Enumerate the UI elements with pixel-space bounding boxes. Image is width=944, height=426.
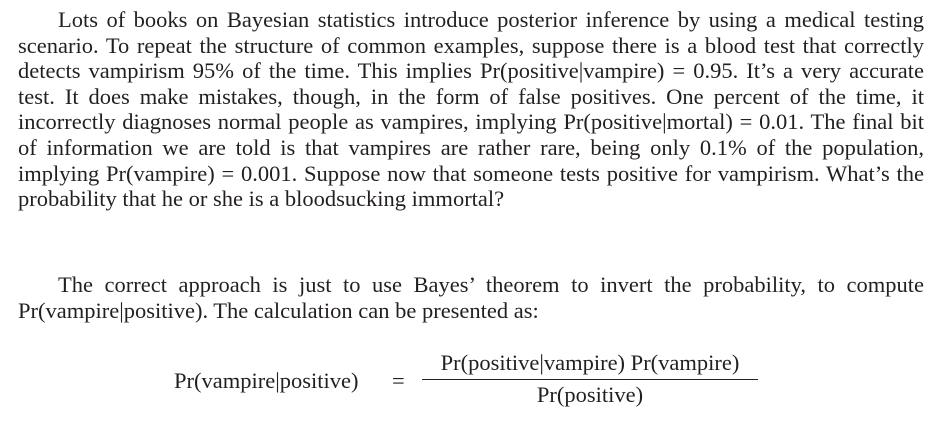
equation-equals-sign: =	[392, 368, 405, 393]
equation-numerator: Pr(positive|vampire) Pr(vampire)	[440, 350, 740, 375]
equation-denominator: Pr(positive)	[536, 382, 644, 408]
equation-lhs: Pr(vampire|positive)	[174, 368, 359, 393]
bayes-equation: Pr(vampire|positive) = Pr(positive|vampi…	[174, 350, 774, 414]
equation-fraction: Pr(positive|vampire) Pr(vampire) Pr(posi…	[422, 350, 758, 408]
fraction-bar	[422, 379, 758, 381]
paragraph-vampire-test: Lots of books on Bayesian statistics int…	[18, 7, 924, 212]
paragraph-bayes-approach: The correct approach is just to use Baye…	[18, 272, 924, 323]
